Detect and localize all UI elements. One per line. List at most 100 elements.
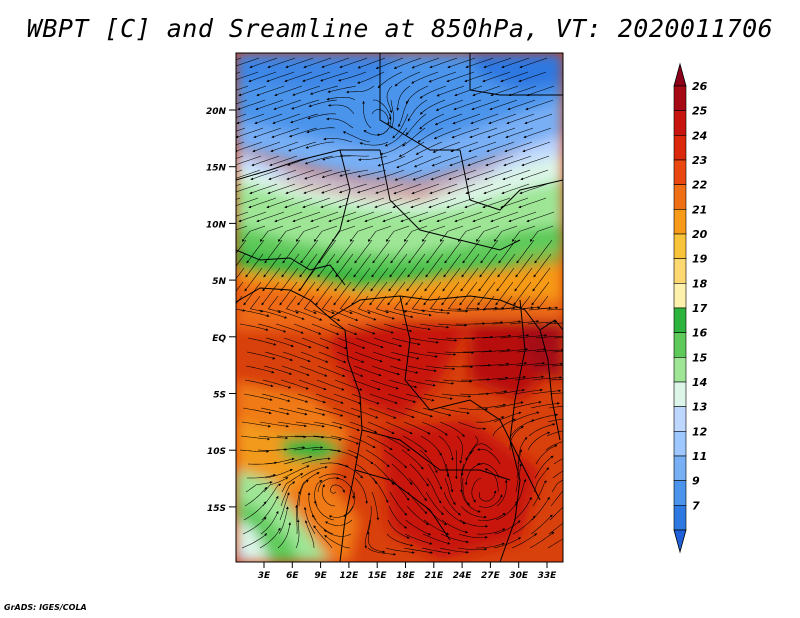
streamline [311,449,342,453]
streamline [342,131,371,143]
streamline [374,197,403,208]
streamline [372,99,392,121]
streamline [258,435,289,440]
streamline [425,365,456,371]
streamline [299,365,328,377]
colorbar-swatch [673,184,687,210]
streamline [472,85,501,97]
streamline [500,197,529,209]
streamline [480,348,511,353]
streamline [423,281,442,306]
streamline [391,337,421,346]
streamline [364,211,393,223]
streamline [276,435,307,439]
streamline [282,239,301,264]
streamline [396,85,411,111]
streamline [409,337,439,344]
streamline [427,463,443,490]
streamline [355,337,384,349]
streamline [510,419,535,437]
streamline [289,127,318,138]
streamline [331,421,360,432]
streamline [513,388,543,395]
streamline [478,494,503,508]
streamline [406,505,429,526]
colorbar-label: 24 [692,129,707,142]
streamline [501,57,530,69]
streamline [276,309,305,320]
streamline [477,281,496,306]
streamline [411,295,426,313]
streamline [303,295,317,314]
streamline [357,169,387,178]
streamline [329,449,358,459]
streamline [533,253,552,278]
streamline [306,127,336,134]
streamline [503,155,532,167]
streamline [412,169,441,181]
streamline [243,501,267,521]
streamline [266,71,295,83]
streamline [283,455,313,465]
colorbar-label: 11 [692,450,707,463]
streamline [371,491,380,521]
streamline [402,435,428,453]
streamline [267,57,296,69]
streamline [330,484,345,494]
streamline [436,85,465,97]
streamline [239,323,269,331]
streamline [410,197,439,209]
streamline [263,477,289,493]
streamline [494,520,521,535]
streamline [532,376,563,381]
streamline [454,449,458,480]
colorbar-label: 14 [692,376,707,389]
streamline [303,57,332,69]
map-title: WBPT [C] and Sreamline at 850hPa, VT: 20… [26,14,774,43]
streamline [236,169,261,179]
streamline [237,99,266,111]
streamline [297,281,316,306]
streamline [393,183,422,195]
colorbar-label: 19 [692,253,708,266]
colorbar-label: 7 [692,499,700,512]
streamline [420,309,451,315]
colorbar-label: 15 [692,351,708,364]
streamline [277,421,307,428]
streamline [515,361,546,367]
streamline [305,141,335,149]
streamline [422,533,451,545]
streamline [375,183,404,194]
colorbar-swatch [673,209,687,235]
streamline [457,225,482,242]
streamline [408,351,438,358]
streamline [475,225,500,242]
streamline [447,295,462,311]
streamline [346,85,375,94]
streamline [273,99,302,110]
streamline [369,281,388,306]
streamline [243,281,262,306]
streamline [387,281,406,306]
streamline [326,97,356,101]
streamline [246,351,276,360]
streamline [411,71,439,84]
x-axis: 3E 6E 9E 12E 15E 18E 21E 24E 27E 30E 33E [258,562,557,581]
streamline [241,225,266,242]
colorbar-label: 13 [692,401,708,414]
streamline [320,197,349,208]
streamline [346,211,375,223]
streamline [478,376,509,381]
x-tick-label: 15E [368,571,388,581]
streamline [415,141,443,155]
streamline [337,337,366,349]
streamline [265,457,295,465]
streamline [236,85,249,91]
streamline [322,484,336,507]
y-tick-label: 5S [213,391,226,401]
streamline [402,127,426,147]
streamline [409,463,429,487]
streamline [516,239,535,264]
colorbar-swatch [673,110,687,136]
streamline [238,85,267,97]
